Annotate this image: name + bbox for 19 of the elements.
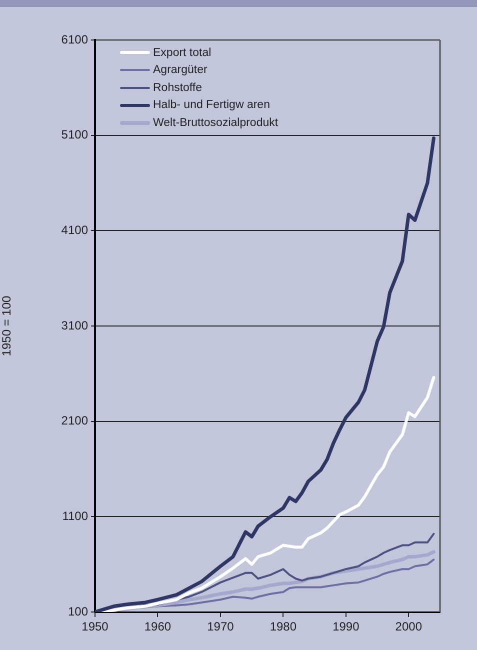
y-axis-title: 1950 = 100: [0, 295, 14, 356]
x-tick-label: 1950: [82, 620, 109, 634]
y-tick-label: 3100: [61, 318, 88, 332]
legend-label: Export total: [153, 46, 212, 59]
legend-label: Rohstoffe: [153, 82, 202, 94]
x-tick-label: 1990: [332, 620, 360, 634]
y-tick-label: 5100: [61, 128, 88, 142]
y-tick-label: 6100: [61, 32, 88, 46]
y-tick-label: 100: [68, 604, 88, 618]
y-tick-label: 2100: [61, 414, 88, 428]
x-tick-label: 1960: [144, 620, 172, 634]
x-tick-label: 1980: [270, 620, 297, 634]
y-tick-label: 4100: [61, 222, 88, 237]
legend-label: Welt-Bruttosozialprodukt: [153, 116, 278, 129]
legend-label: Halb- und Fertigw aren: [153, 99, 270, 112]
x-tick-label: 2000: [395, 620, 422, 634]
y-tick-label: 1100: [62, 508, 88, 523]
x-tick-label: 1970: [207, 620, 234, 634]
legend-label: Agrargüter: [153, 64, 208, 76]
